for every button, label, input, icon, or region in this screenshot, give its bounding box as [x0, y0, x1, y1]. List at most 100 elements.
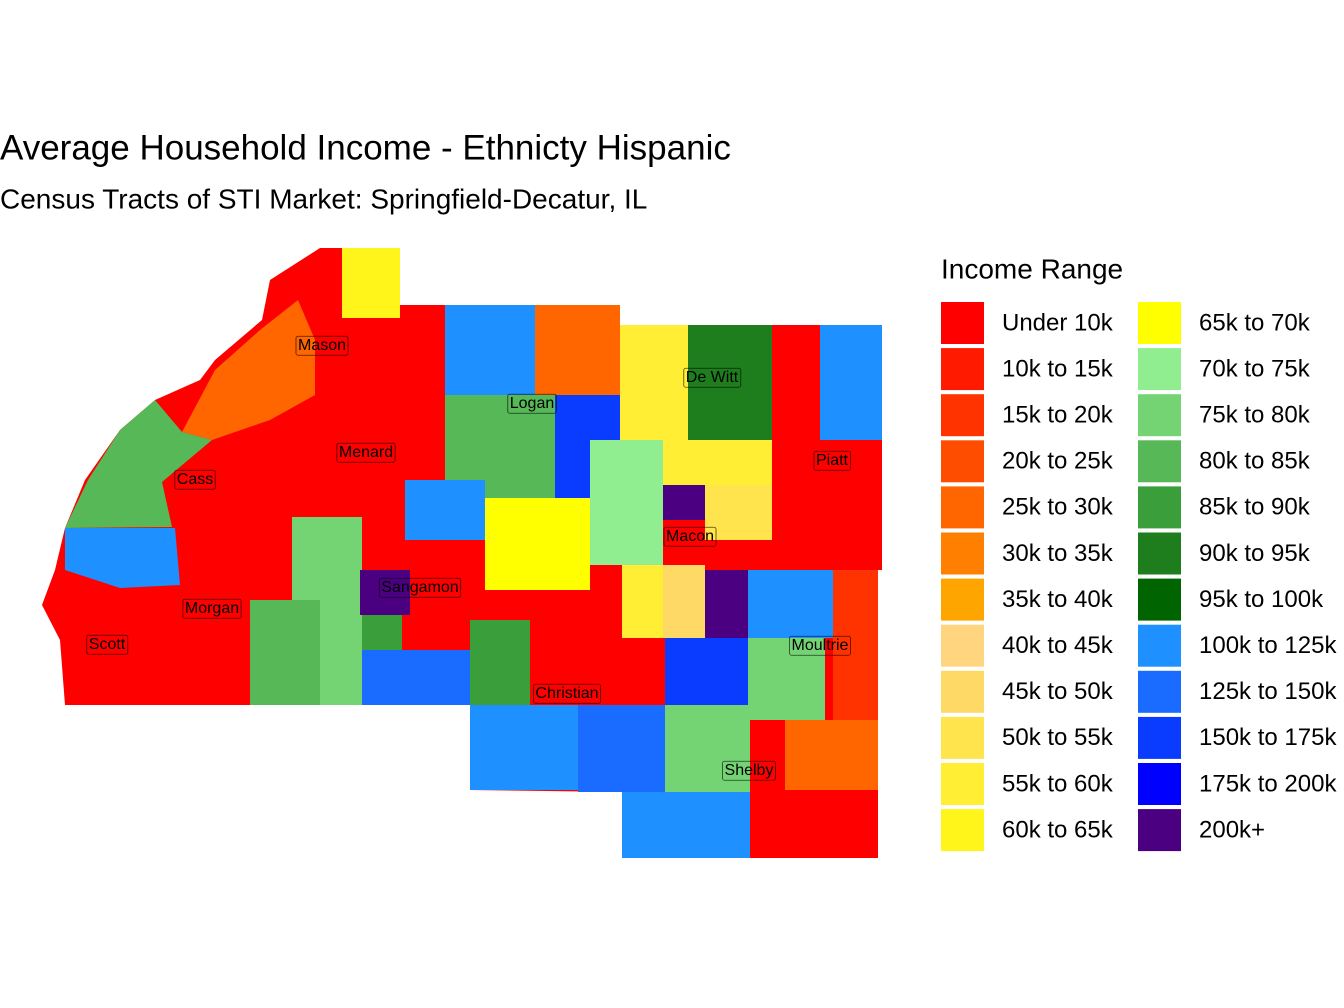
legend-swatch [941, 302, 984, 344]
legend-swatch [1138, 302, 1181, 344]
legend-swatch [941, 809, 984, 852]
county-label: Morgan [185, 600, 239, 617]
legend-label: 60k to 65k [1002, 816, 1114, 843]
county-label-box [378, 577, 462, 598]
region [250, 600, 320, 705]
county-label: Mason [298, 337, 346, 354]
legend: Under 10k 10k to 15k 15k to 20k 20k to 25k 2… [941, 302, 1337, 852]
county-label: Shelby [725, 762, 774, 779]
county-label-box [789, 635, 851, 656]
legend-label: 25k to 30k [1002, 494, 1114, 521]
county-label-box [813, 450, 851, 471]
region [622, 565, 663, 638]
county-label: De Witt [686, 369, 739, 386]
region [622, 792, 750, 858]
region [445, 305, 535, 395]
county-label-box [182, 598, 242, 619]
county-label: Piatt [816, 452, 849, 469]
legend-label: 100k to 125k [1199, 632, 1337, 659]
county-label: Scott [89, 636, 126, 653]
region [360, 570, 410, 615]
county-label-box [722, 760, 776, 781]
legend-label: 175k to 200k [1199, 770, 1337, 797]
region [620, 325, 688, 440]
legend-label: 150k to 175k [1199, 724, 1337, 751]
county-label: Sangamon [381, 579, 458, 596]
legend-swatch [941, 532, 984, 575]
region [362, 615, 402, 655]
region [405, 480, 485, 540]
region [485, 498, 590, 590]
legend-label: Under 10k [1002, 309, 1114, 336]
region [785, 720, 878, 790]
legend-title: Income Range [941, 253, 1123, 284]
legend-swatch [941, 763, 984, 805]
county-label: Christian [535, 685, 598, 702]
legend-swatch [941, 716, 984, 759]
region [65, 400, 212, 528]
legend-label: 50k to 55k [1002, 724, 1114, 751]
region [663, 565, 705, 638]
legend-swatch [1138, 578, 1181, 621]
legend-swatch [941, 578, 984, 621]
legend-swatch [941, 670, 984, 713]
region [688, 325, 772, 440]
county-label-box [507, 393, 557, 414]
legend-swatch [941, 348, 984, 391]
legend-label: 40k to 45k [1002, 632, 1114, 659]
region [535, 305, 620, 395]
legend-swatch [1138, 809, 1181, 852]
legend-swatch [1138, 440, 1181, 483]
legend-label: 85k to 90k [1199, 494, 1311, 521]
county-label: Logan [510, 395, 555, 412]
legend-label: 10k to 15k [1002, 355, 1114, 382]
legend-label: 35k to 40k [1002, 586, 1114, 613]
county-label-box [86, 634, 129, 655]
county-label: Cass [177, 471, 213, 488]
legend-swatch [1138, 532, 1181, 575]
county-label-box [683, 367, 742, 388]
title: Average Household Income - Ethnicty Hisp… [0, 128, 731, 167]
legend-label: 95k to 100k [1199, 586, 1324, 613]
region [182, 300, 315, 440]
legend-swatch [1138, 716, 1181, 759]
county-label: Menard [339, 444, 393, 461]
region [470, 620, 530, 705]
county-label-box [295, 335, 349, 356]
region [820, 325, 882, 440]
legend-label: 65k to 70k [1199, 309, 1311, 336]
region [362, 650, 470, 705]
legend-swatch [1138, 394, 1181, 437]
region [663, 440, 772, 485]
county-label: Macon [666, 528, 714, 545]
legend-label: 70k to 75k [1199, 355, 1311, 382]
map-regions [42, 248, 882, 858]
legend-swatch [941, 440, 984, 483]
region [748, 638, 825, 720]
legend-label: 75k to 80k [1199, 402, 1311, 429]
region [65, 528, 180, 588]
legend-label: 55k to 60k [1002, 770, 1114, 797]
county-label: Moultrie [792, 637, 849, 654]
legend-label: 125k to 150k [1199, 678, 1337, 705]
county-labels: Mason Logan De Witt Menard Cass Piatt Ma… [86, 335, 851, 781]
region [665, 638, 748, 705]
legend-swatch [1138, 624, 1181, 667]
region [663, 485, 705, 520]
legend-swatch [941, 486, 984, 529]
county-label-box [533, 683, 601, 704]
legend-swatch [941, 624, 984, 667]
region [750, 790, 878, 858]
legend-swatch [1138, 486, 1181, 529]
legend-label: 20k to 25k [1002, 448, 1114, 475]
county-label-box [663, 526, 717, 547]
legend-label: 90k to 95k [1199, 540, 1311, 567]
region [748, 570, 833, 638]
region [342, 248, 400, 318]
legend-label: 15k to 20k [1002, 402, 1114, 429]
legend-label: 45k to 50k [1002, 678, 1114, 705]
region [665, 705, 750, 792]
legend-swatch [1138, 763, 1181, 805]
region [578, 705, 665, 792]
